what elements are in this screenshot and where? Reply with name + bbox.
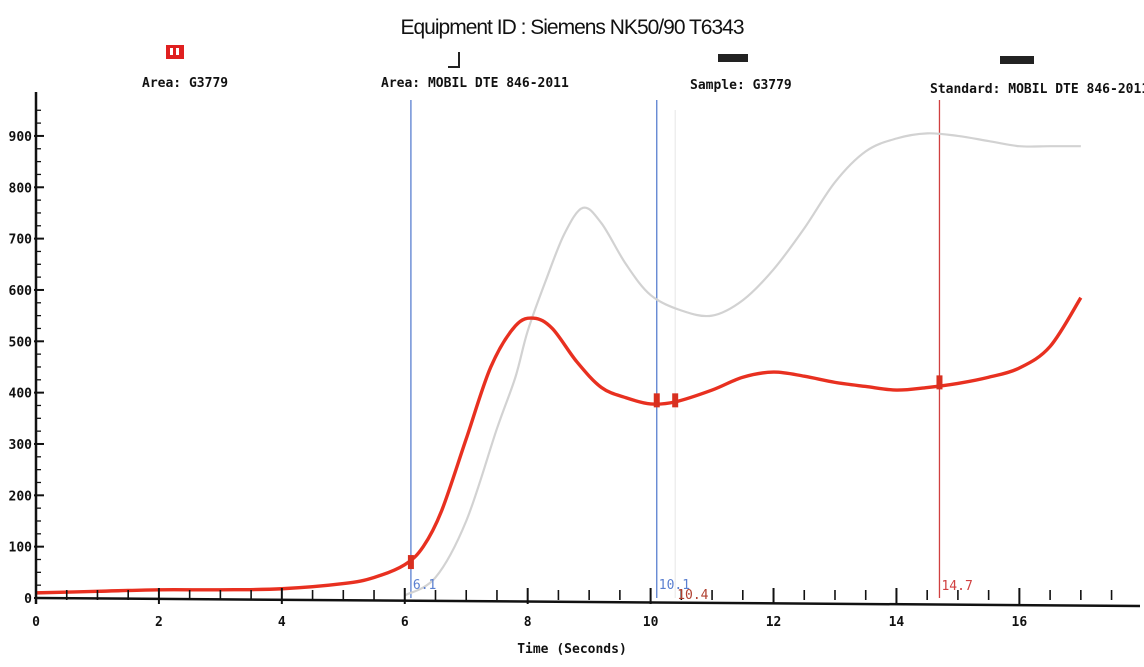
y-tick-label-800: 800 — [9, 181, 33, 196]
y-tick-label-600: 600 — [9, 284, 33, 299]
y-tick-label-700: 700 — [9, 233, 33, 248]
legend-label-standard-mobil: Standard: MOBIL DTE 846-2011 — [930, 82, 1144, 97]
x-tick-label-0: 0 — [32, 615, 40, 630]
x-tick-label-10: 10 — [643, 615, 659, 630]
x-tick-label-4: 4 — [278, 615, 286, 630]
series-line-standard — [404, 132, 1081, 597]
y-tick-label-100: 100 — [9, 541, 33, 556]
y-tick-label-0: 0 — [24, 592, 32, 607]
y-tick-label-900: 900 — [9, 130, 33, 145]
legend-swatch-sample-g3779 — [718, 54, 748, 62]
legend-swatch-area-mobil — [448, 52, 460, 68]
legend-label-sample-g3779: Sample: G3779 — [690, 78, 792, 93]
marker-label-10-4: 10.4 — [677, 588, 708, 603]
marker-label-14-7: 14.7 — [941, 579, 972, 594]
marker-label-6-1: 6.1 — [413, 578, 436, 593]
series-point-marker-0 — [407, 555, 414, 570]
series-point-marker-1 — [653, 393, 660, 408]
legend-label-area-mobil: Area: MOBIL DTE 846-2011 — [381, 76, 569, 91]
x-tick-label-12: 12 — [766, 615, 782, 630]
chart-title: Equipment ID : Siemens NK50/90 T6343 — [400, 16, 745, 39]
marker-label-10-1: 10.1 — [659, 578, 690, 593]
x-tick-label-16: 16 — [1012, 615, 1028, 630]
series-line-sample — [35, 296, 1083, 595]
x-tick-label-14: 14 — [889, 615, 905, 630]
y-tick-label-400: 400 — [9, 387, 33, 402]
y-tick-label-500: 500 — [9, 335, 33, 350]
x-tick-label-2: 2 — [155, 615, 163, 630]
x-tick-label-6: 6 — [401, 615, 409, 630]
series-point-marker-3 — [936, 375, 943, 390]
y-tick-label-200: 200 — [9, 489, 33, 504]
legend-label-area-g3779: Area: G3779 — [142, 76, 229, 91]
legend-swatch-area-g3779 — [166, 45, 184, 59]
y-tick-label-300: 300 — [9, 438, 33, 453]
legend-swatch-standard-mobil — [1000, 56, 1034, 64]
x-axis-title: Time (Seconds) — [517, 642, 627, 657]
series-point-marker-2 — [672, 393, 679, 408]
x-tick-label-8: 8 — [524, 615, 532, 630]
x-axis-line — [35, 596, 1141, 608]
